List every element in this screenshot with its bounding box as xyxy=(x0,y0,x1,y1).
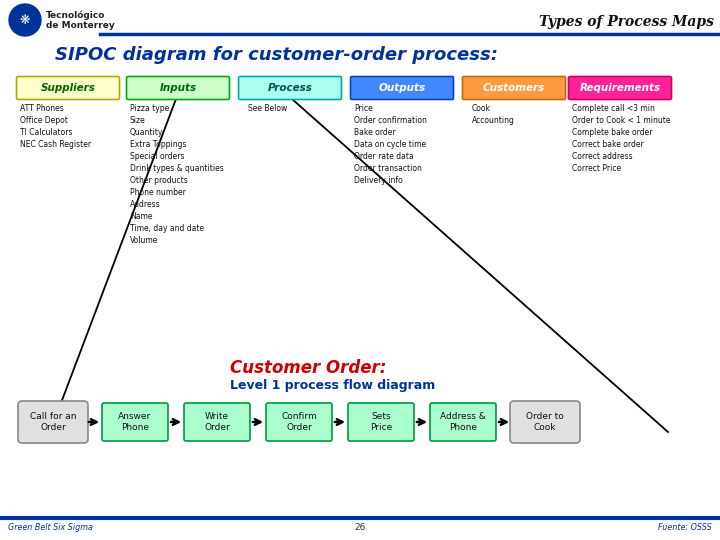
FancyBboxPatch shape xyxy=(238,77,341,99)
Text: Data on cycle time: Data on cycle time xyxy=(354,140,426,149)
Text: Tecnológico: Tecnológico xyxy=(46,10,105,20)
Text: Size: Size xyxy=(130,116,145,125)
Text: Customers: Customers xyxy=(483,83,545,93)
FancyBboxPatch shape xyxy=(348,403,414,441)
Text: TI Calculators: TI Calculators xyxy=(20,128,73,137)
Text: Volume: Volume xyxy=(130,236,158,245)
Text: Inputs: Inputs xyxy=(159,83,197,93)
Circle shape xyxy=(9,4,41,36)
Text: Address &
Phone: Address & Phone xyxy=(440,413,486,431)
Text: Answer
Phone: Answer Phone xyxy=(118,413,152,431)
Text: See Below: See Below xyxy=(248,104,287,113)
Text: Phone number: Phone number xyxy=(130,188,186,197)
Text: de Monterrey: de Monterrey xyxy=(46,22,114,30)
Text: Order to Cook < 1 minute: Order to Cook < 1 minute xyxy=(572,116,670,125)
Text: NEC Cash Register: NEC Cash Register xyxy=(20,140,91,149)
Text: Fuente: OSSS: Fuente: OSSS xyxy=(658,523,712,532)
Text: Suppliers: Suppliers xyxy=(40,83,96,93)
FancyBboxPatch shape xyxy=(102,403,168,441)
FancyBboxPatch shape xyxy=(184,403,250,441)
Text: Types of Process Maps: Types of Process Maps xyxy=(539,15,714,29)
Text: Requirements: Requirements xyxy=(580,83,660,93)
Text: Write
Order: Write Order xyxy=(204,413,230,431)
Text: Sets
Price: Sets Price xyxy=(370,413,392,431)
Text: Order to
Cook: Order to Cook xyxy=(526,413,564,431)
Text: Confirm
Order: Confirm Order xyxy=(281,413,317,431)
Text: Name: Name xyxy=(130,212,153,221)
Text: Correct address: Correct address xyxy=(572,152,633,161)
Text: Level 1 process flow diagram: Level 1 process flow diagram xyxy=(230,379,436,392)
Text: Green Belt Six Sigma: Green Belt Six Sigma xyxy=(8,523,93,532)
FancyBboxPatch shape xyxy=(351,77,454,99)
Text: Accounting: Accounting xyxy=(472,116,515,125)
Text: Bake order: Bake order xyxy=(354,128,395,137)
Text: Cook: Cook xyxy=(472,104,491,113)
Text: ATT Phones: ATT Phones xyxy=(20,104,64,113)
Text: Correct bake order: Correct bake order xyxy=(572,140,644,149)
Text: Special orders: Special orders xyxy=(130,152,184,161)
FancyBboxPatch shape xyxy=(510,401,580,443)
FancyBboxPatch shape xyxy=(17,77,120,99)
Text: Delivery info: Delivery info xyxy=(354,176,402,185)
FancyBboxPatch shape xyxy=(430,403,496,441)
Text: Time, day and date: Time, day and date xyxy=(130,224,204,233)
FancyBboxPatch shape xyxy=(127,77,230,99)
Text: SIPOC diagram for customer-order process:: SIPOC diagram for customer-order process… xyxy=(55,46,498,64)
FancyBboxPatch shape xyxy=(462,77,565,99)
Text: Extra Toppings: Extra Toppings xyxy=(130,140,186,149)
Text: Pizza type: Pizza type xyxy=(130,104,169,113)
Text: Process: Process xyxy=(268,83,312,93)
Text: Order rate data: Order rate data xyxy=(354,152,414,161)
Text: Outputs: Outputs xyxy=(379,83,426,93)
Text: Order confirmation: Order confirmation xyxy=(354,116,427,125)
Text: Address: Address xyxy=(130,200,161,209)
Text: Complete bake order: Complete bake order xyxy=(572,128,652,137)
Text: Drink types & quantities: Drink types & quantities xyxy=(130,164,224,173)
FancyBboxPatch shape xyxy=(569,77,672,99)
Text: Correct Price: Correct Price xyxy=(572,164,621,173)
Text: ❋: ❋ xyxy=(19,14,30,26)
Text: Office Depot: Office Depot xyxy=(20,116,68,125)
Text: Price: Price xyxy=(354,104,373,113)
Text: Order transaction: Order transaction xyxy=(354,164,422,173)
Text: Customer Order:: Customer Order: xyxy=(230,359,387,377)
Text: Complete call <3 min: Complete call <3 min xyxy=(572,104,655,113)
Text: Other products: Other products xyxy=(130,176,188,185)
Text: 26: 26 xyxy=(354,523,366,532)
Text: Quantity: Quantity xyxy=(130,128,163,137)
FancyBboxPatch shape xyxy=(18,401,88,443)
Text: Call for an
Order: Call for an Order xyxy=(30,413,76,431)
FancyBboxPatch shape xyxy=(266,403,332,441)
